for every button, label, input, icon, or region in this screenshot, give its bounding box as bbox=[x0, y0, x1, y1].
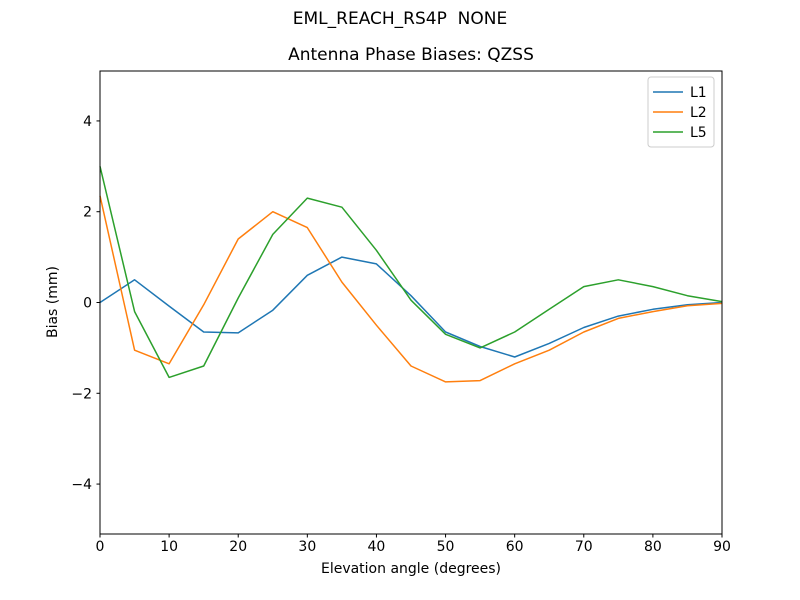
series-line-L1 bbox=[99, 256, 723, 358]
legend: L1 L2 L5 bbox=[647, 76, 715, 148]
x-tick-label: 10 bbox=[160, 539, 178, 555]
y-tick-label: −4 bbox=[71, 477, 92, 493]
y-tick-label: −2 bbox=[71, 386, 92, 402]
y-tick-label: 0 bbox=[83, 296, 92, 312]
legend-label: L2 bbox=[690, 105, 707, 121]
legend-label: L5 bbox=[690, 125, 707, 141]
plot-area: 0 10 20 30 40 50 60 70 80 90 −4 −2 0 2 4 bbox=[71, 114, 731, 555]
x-tick-label: 50 bbox=[437, 539, 455, 555]
x-tick-label: 40 bbox=[368, 539, 386, 555]
x-tick-label: 90 bbox=[713, 539, 731, 555]
axes-title: Antenna Phase Biases: QZSS bbox=[288, 45, 534, 65]
figure-suptitle: EML_REACH_RS4P NONE bbox=[292, 9, 508, 29]
y-tick-label: 4 bbox=[83, 114, 92, 130]
x-tick-label: 80 bbox=[644, 539, 662, 555]
y-tick-label: 2 bbox=[83, 205, 92, 221]
legend-label: L1 bbox=[690, 85, 707, 101]
x-tick-label: 20 bbox=[229, 539, 247, 555]
y-axis-label: Bias (mm) bbox=[45, 266, 61, 338]
plot-border bbox=[99, 70, 723, 535]
x-tick-label: 60 bbox=[506, 539, 524, 555]
series-line-L5 bbox=[99, 166, 723, 379]
series-line-L2 bbox=[99, 195, 723, 383]
x-tick-label: 30 bbox=[298, 539, 316, 555]
x-tick-label: 0 bbox=[96, 539, 105, 555]
x-axis-label: Elevation angle (degrees) bbox=[321, 561, 501, 577]
x-tick-label: 70 bbox=[575, 539, 593, 555]
